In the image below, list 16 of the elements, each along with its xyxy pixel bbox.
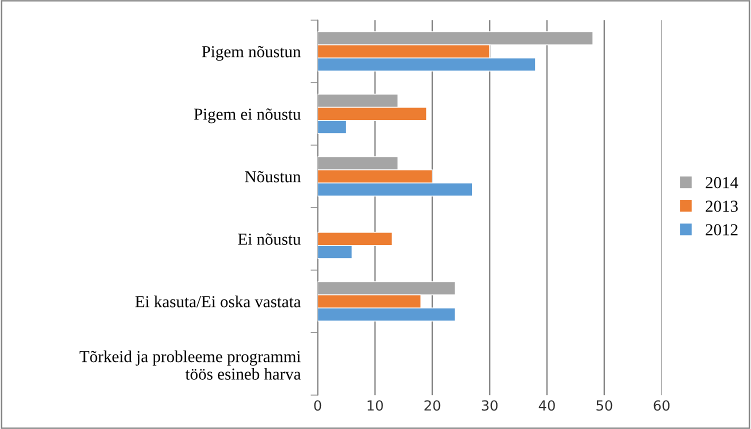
x-tick-label: 10 [368,400,383,411]
y-tick-label: Tõrkeid ja probleeme programmi töös esineb harva [80,350,301,380]
x-tick-label: 60 [654,400,670,411]
y-tick-label: Nõustun [245,170,301,182]
y-tick-label: Ei nõustu [238,233,301,245]
x-tick-label: 0 [314,400,322,411]
x-tick-label: 30 [482,400,498,411]
x-tick-label: 50 [596,400,612,411]
y-tick-label: Pigem nõustun [202,46,301,61]
y-tick-label: Pigem ei nõustu [194,108,301,124]
x-tick-label: 20 [424,400,440,411]
legend-label: 2013 [706,200,738,212]
legend-label: 2012 [706,224,738,236]
x-tick-label: 40 [538,400,555,411]
y-tick-label: Ei kasuta/Ei oska vastata [135,296,301,308]
legend-label: 2014 [706,177,738,188]
